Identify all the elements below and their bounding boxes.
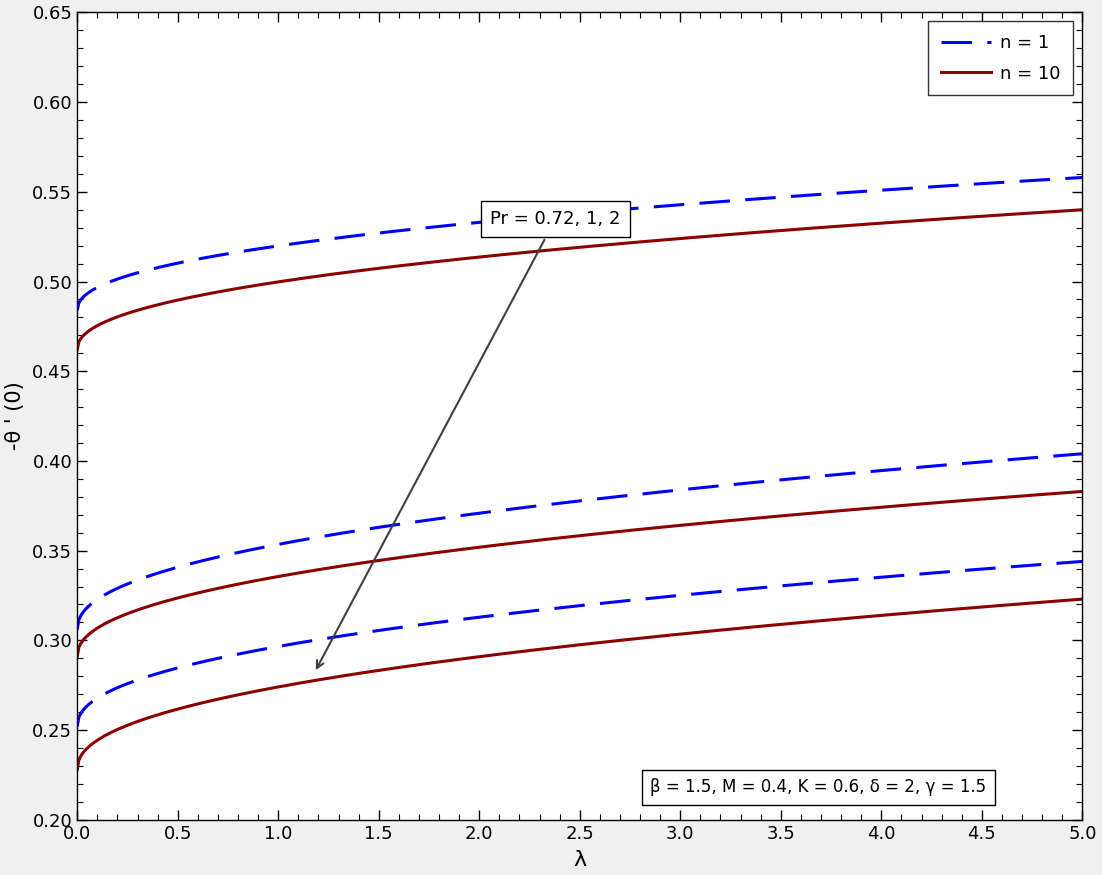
Y-axis label: -θ ' (0): -θ ' (0) [6,382,25,451]
Text: β = 1.5, M = 0.4, K = 0.6, δ = 2, γ = 1.5: β = 1.5, M = 0.4, K = 0.6, δ = 2, γ = 1.… [650,779,986,796]
X-axis label: λ: λ [573,850,586,870]
Legend: n = 1, n = 10: n = 1, n = 10 [928,22,1073,95]
Text: Pr = 0.72, 1, 2: Pr = 0.72, 1, 2 [317,210,620,668]
